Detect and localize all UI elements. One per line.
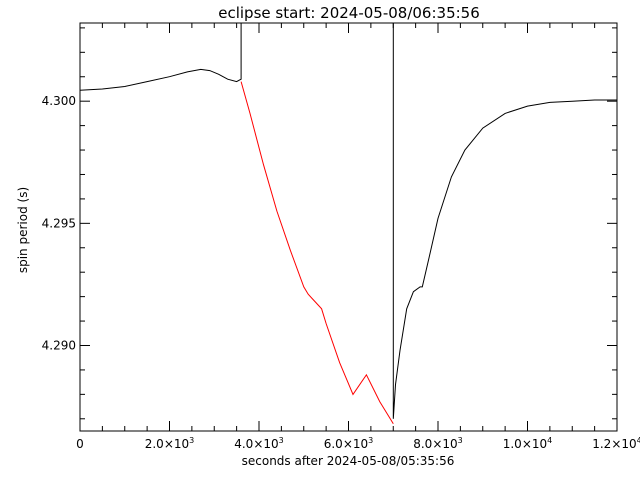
x-tick-mantissa: 4.0×10 <box>234 437 278 451</box>
series-layer <box>79 22 617 424</box>
y-axis-label: spin period (s) <box>16 187 30 273</box>
x-tick-label: 8.0×103 <box>413 436 463 451</box>
x-tick-label: 2.0×103 <box>145 436 195 451</box>
spin-period-line-black <box>79 22 617 419</box>
x-tick-label: 0 <box>76 437 84 451</box>
ticks-layer: 0 2.0×103 4.0×103 6.0×103 8.0×103 1.0×104 1.2×… <box>42 23 640 451</box>
y-tick-label: 4.295 <box>42 216 76 230</box>
x-tick-mantissa: 6.0×10 <box>324 437 368 451</box>
chart-title: eclipse start: 2024-05-08/06:35:56 <box>218 4 480 22</box>
x-axis-label: seconds after 2024-05-08/05:35:56 <box>242 454 455 468</box>
x-tick-exponent: 3 <box>279 436 284 445</box>
x-tick-exponent: 3 <box>368 436 373 445</box>
x-tick-mantissa: 1.0×10 <box>503 437 547 451</box>
y-tick-label: 4.290 <box>42 338 76 352</box>
y-tick-label: 4.300 <box>42 94 76 108</box>
x-tick-exponent: 3 <box>189 436 194 445</box>
x-tick-mantissa: 1.2×10 <box>592 437 636 451</box>
x-tick-label: 4.0×103 <box>234 436 284 451</box>
x-tick-mantissa: 8.0×10 <box>413 437 457 451</box>
spin-period-line-red <box>240 81 394 424</box>
x-tick-exponent: 4 <box>547 436 552 445</box>
x-tick-exponent: 4 <box>637 436 640 445</box>
x-tick-mantissa: 2.0×10 <box>145 437 189 451</box>
x-tick-label: 1.2×104 <box>592 436 640 451</box>
x-tick-label: 1.0×104 <box>503 436 553 451</box>
x-tick-exponent: 3 <box>458 436 463 445</box>
x-tick-label: 6.0×103 <box>324 436 374 451</box>
x-tick-mantissa: 0 <box>76 437 84 451</box>
